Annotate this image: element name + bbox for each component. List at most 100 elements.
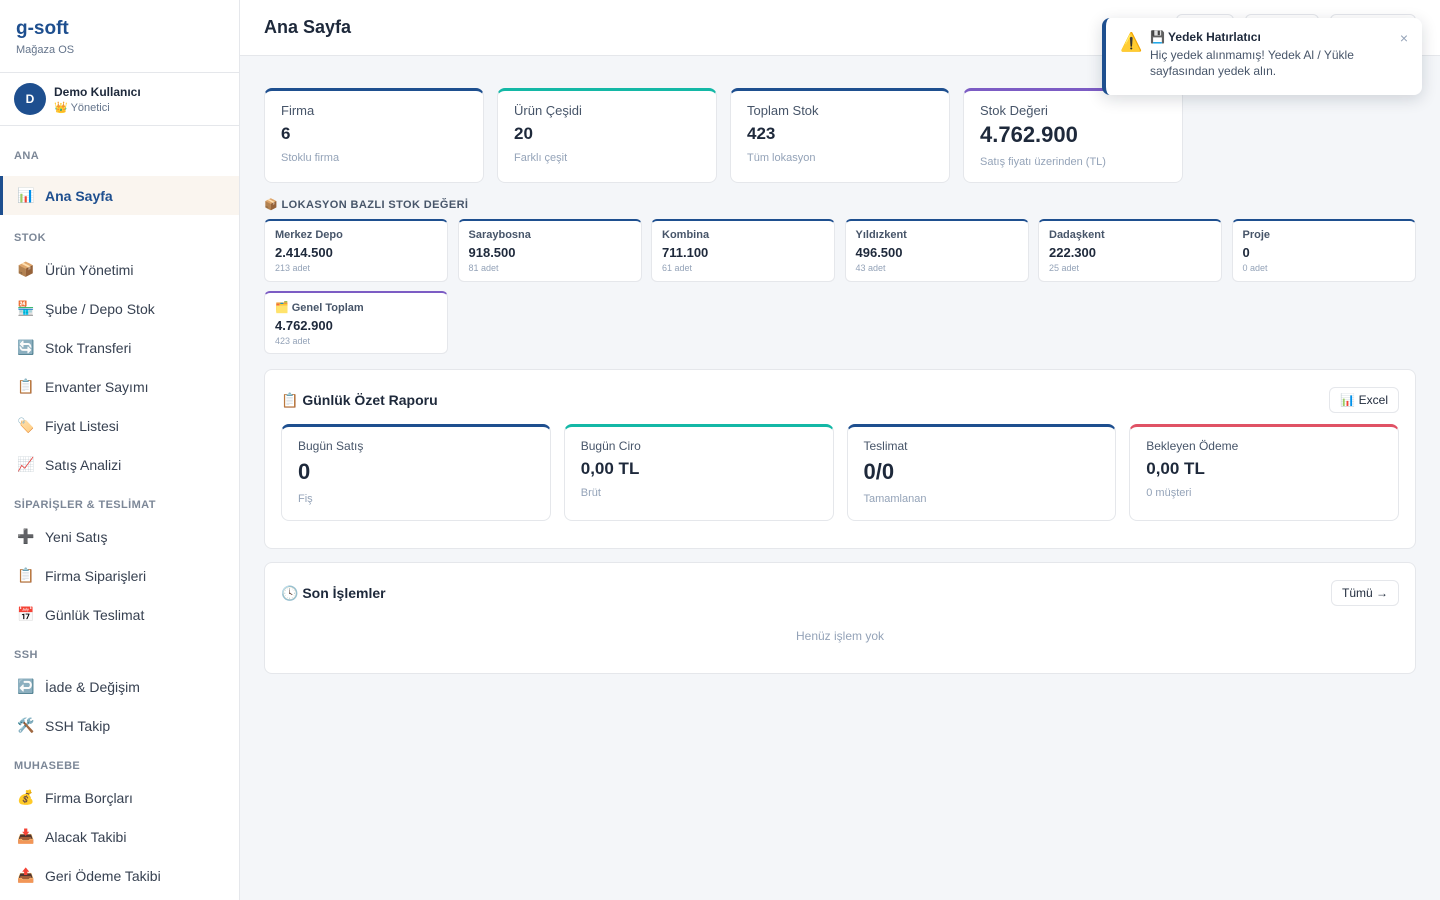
kpi-value: 6 xyxy=(281,124,291,143)
calendar-icon: 📅 xyxy=(17,606,35,622)
sidebar-item-label: Ürün Yönetimi xyxy=(45,261,134,278)
sidebar-item-label: Satış Analizi xyxy=(45,456,122,473)
sidebar-nav: ANA 📊 Ana Sayfa STOK 📦 Ürün Yönetimi 🏪 Şube… xyxy=(0,126,239,895)
sidebar-item-gunluk-teslimat[interactable]: 📅 Günlük Teslimat xyxy=(0,595,239,634)
daily-label: Bekleyen Ödeme xyxy=(1146,439,1239,453)
sidebar-item-ssh-takip[interactable]: 🛠️ SSH Takip xyxy=(0,706,239,745)
sidebar-item-label: Firma Borçları xyxy=(45,789,133,806)
nav-section-title: SİPARİŞLER & TESLİMAT xyxy=(14,499,156,511)
daily-card-bekleyen-odeme: Bekleyen Ödeme 0,00 TL 0 müşteri xyxy=(1129,424,1399,521)
location-card-kombina: Kombina 711.100 61 adet xyxy=(651,219,835,282)
excel-export-button[interactable]: 📊 Excel xyxy=(1329,387,1399,413)
daily-label: Bugün Ciro xyxy=(580,439,641,453)
location-card-genel-toplam: 🗂️ Genel Toplam 4.762.900 423 adet xyxy=(264,291,448,354)
recent-transactions-panel: 🕓 Son İşlemler Tümü → Henüz işlem yok xyxy=(264,562,1416,674)
sidebar-item-label: Stok Transferi xyxy=(45,339,132,356)
sidebar-item-satis-analizi[interactable]: 📈 Satış Analizi xyxy=(0,445,239,484)
close-icon[interactable]: × xyxy=(1399,30,1408,46)
sidebar-item-label: Şube / Depo Stok xyxy=(45,300,155,317)
sidebar-item-label: Geri Ödeme Takibi xyxy=(45,867,161,884)
kpi-value: 4.762.900 xyxy=(980,122,1078,147)
kpi-card-urun-cesidi: Ürün Çeşidi 20 Farklı çeşit xyxy=(497,88,717,183)
nav-section-title: MUHASEBE xyxy=(14,760,81,772)
location-value: 4.762.900 xyxy=(275,318,333,333)
user-role: 👑 Yönetici xyxy=(54,101,141,114)
daily-cards: Bugün Satış 0 Fiş Bugün Ciro 0,00 TL Brü… xyxy=(281,424,1399,521)
daily-sub: Brüt xyxy=(580,487,601,499)
nav-section: MUHASEBE 💰 Firma Borçları 📥 Alacak Takibi … xyxy=(0,760,239,895)
clipboard-icon: 📋 xyxy=(17,378,35,394)
nav-section-title: ANA xyxy=(14,150,40,162)
sidebar-item-iade-degisim[interactable]: ↩️ İade & Değişim xyxy=(0,667,239,706)
daily-report-panel: 📋 Günlük Özet Raporu 📊 Excel Bugün Satış… xyxy=(264,369,1416,549)
location-name: Merkez Depo xyxy=(275,229,343,241)
nav-section-title: SSH xyxy=(14,649,38,661)
kpi-card-toplam-stok: Toplam Stok 423 Tüm lokasyon xyxy=(730,88,950,183)
daily-value: 0,00 TL xyxy=(580,459,640,478)
user-profile[interactable]: D Demo Kullanıcı 👑 Yönetici xyxy=(0,73,239,126)
sidebar-item-stok-transferi[interactable]: 🔄 Stok Transferi xyxy=(0,328,239,367)
location-value: 222.300 xyxy=(1049,245,1096,260)
nav-section: SSH ↩️ İade & Değişim 🛠️ SSH Takip xyxy=(0,649,239,745)
nav-section: SİPARİŞLER & TESLİMAT ➕ Yeni Satış 📋 Firma… xyxy=(0,499,239,634)
kpi-row: Firma 6 Stoklu firma Ürün Çeşidi 20 Fark… xyxy=(264,88,1416,183)
outbox-icon: 📤 xyxy=(17,867,35,883)
clipboard-icon: 📋 xyxy=(17,567,35,583)
location-name: Saraybosna xyxy=(468,229,531,241)
nav-section: STOK 📦 Ürün Yönetimi 🏪 Şube / Depo Stok 🔄 S… xyxy=(0,232,239,484)
recent-title: 🕓 Son İşlemler xyxy=(281,584,386,601)
location-value: 2.414.500 xyxy=(275,245,333,260)
location-name: Kombina xyxy=(662,229,710,241)
sidebar-item-label: Günlük Teslimat xyxy=(45,606,145,623)
sidebar-item-ana-sayfa[interactable]: 📊 Ana Sayfa xyxy=(0,176,239,215)
kpi-value: 423 xyxy=(747,124,776,143)
warning-icon: ⚠️ xyxy=(1120,32,1143,52)
kpi-sub: Farklı çeşit xyxy=(514,152,568,164)
brand: g-soft Mağaza OS xyxy=(0,0,239,73)
return-icon: ↩️ xyxy=(17,678,35,694)
kpi-label: Firma xyxy=(281,103,315,118)
daily-card-bugun-satis: Bugün Satış 0 Fiş xyxy=(281,424,551,521)
backup-reminder-toast: ⚠️ 💾 Yedek Hatırlatıcı Hiç yedek alınmam… xyxy=(1102,18,1422,95)
sidebar-item-label: İade & Değişim xyxy=(45,678,140,695)
kpi-card-stok-degeri: Stok Değeri 4.762.900 Satış fiyatı üzeri… xyxy=(963,88,1183,183)
store-icon: 🏪 xyxy=(17,300,35,316)
view-all-button[interactable]: Tümü → xyxy=(1330,580,1399,606)
brand-name[interactable]: g-soft xyxy=(16,18,69,39)
location-grid: Merkez Depo 2.414.500 213 adet Saraybosn… xyxy=(264,219,1416,354)
toast-title: 💾 Yedek Hatırlatıcı xyxy=(1150,30,1261,44)
sidebar-item-yeni-satis[interactable]: ➕ Yeni Satış xyxy=(0,517,239,556)
sidebar-item-fiyat-listesi[interactable]: 🏷️ Fiyat Listesi xyxy=(0,406,239,445)
tools-icon: 🛠️ xyxy=(17,717,35,733)
location-card-merkez-depo: Merkez Depo 2.414.500 213 adet xyxy=(264,219,448,282)
location-count: 81 adet xyxy=(468,263,499,273)
location-section-title: 📦 LOKASYON BAZLI STOK DEĞERİ xyxy=(264,199,469,211)
sidebar-item-envanter-sayimi[interactable]: 📋 Envanter Sayımı xyxy=(0,367,239,406)
sidebar-item-geri-odeme-takibi[interactable]: 📤 Geri Ödeme Takibi xyxy=(0,856,239,895)
tag-icon: 🏷️ xyxy=(17,417,35,433)
sidebar-item-firma-borclari[interactable]: 💰 Firma Borçları xyxy=(0,778,239,817)
location-name: 🗂️ Genel Toplam xyxy=(275,302,364,314)
daily-card-bugun-ciro: Bugün Ciro 0,00 TL Brüt xyxy=(563,424,834,521)
location-card-proje: Proje 0 0 adet xyxy=(1231,219,1416,282)
location-value: 711.100 xyxy=(662,245,709,260)
kpi-label: Ürün Çeşidi xyxy=(514,103,582,118)
sidebar-item-label: SSH Takip xyxy=(45,717,111,734)
daily-label: Bugün Satış xyxy=(298,439,364,453)
sidebar-item-sube-depo-stok[interactable]: 🏪 Şube / Depo Stok xyxy=(0,289,239,328)
location-name: Dadaşkent xyxy=(1049,229,1105,241)
location-count: 61 adet xyxy=(662,263,693,273)
daily-card-teslimat: Teslimat 0/0 Tamamlanan xyxy=(846,424,1117,521)
nav-section-title: STOK xyxy=(14,232,46,244)
location-count: 423 adet xyxy=(275,336,311,346)
sidebar-item-urun-yonetimi[interactable]: 📦 Ürün Yönetimi xyxy=(0,250,239,289)
location-card-saraybosna: Saraybosna 918.500 81 adet xyxy=(457,219,642,282)
sidebar-item-firma-siparisleri[interactable]: 📋 Firma Siparişleri xyxy=(0,556,239,595)
nav-section: ANA 📊 Ana Sayfa xyxy=(0,150,239,215)
sidebar-item-label: Envanter Sayımı xyxy=(45,378,149,395)
kpi-label: Stok Değeri xyxy=(980,103,1048,118)
sidebar-item-label: Yeni Satış xyxy=(45,528,108,545)
sidebar-item-alacak-takibi[interactable]: 📥 Alacak Takibi xyxy=(0,817,239,856)
brand-subtitle: Mağaza OS xyxy=(16,44,75,56)
daily-report-title: 📋 Günlük Özet Raporu xyxy=(281,391,438,408)
